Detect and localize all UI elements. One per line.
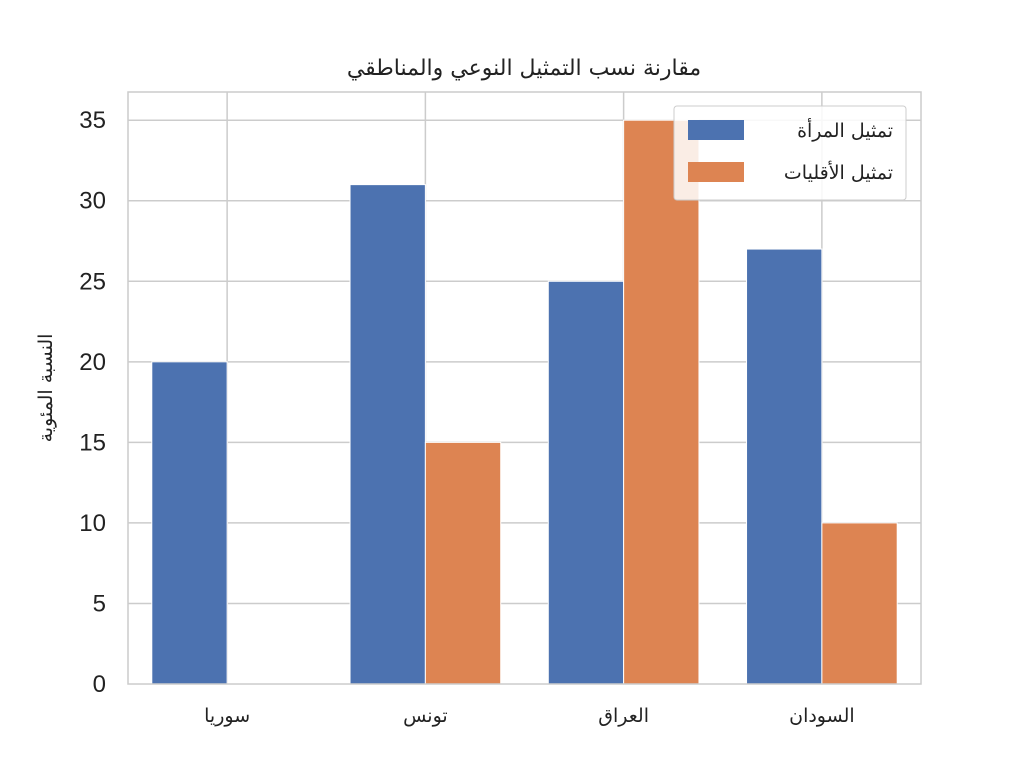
x-tick-label: السودان (789, 705, 855, 727)
x-axis-ticks: سوريا تونس العراق السودان (204, 705, 855, 727)
x-tick-label: العراق (598, 705, 649, 727)
y-tick-label: 5 (93, 590, 106, 617)
bar-minorities (821, 522, 898, 685)
y-axis-label: النسبة المئوية (35, 334, 57, 443)
bar-women (151, 361, 228, 685)
legend-label-minorities: تمثيل الأقليات (784, 161, 893, 184)
y-axis-ticks: 0 5 10 15 20 25 30 35 (79, 107, 106, 698)
y-tick-label: 25 (79, 268, 106, 295)
y-tick-label: 10 (79, 510, 106, 537)
chart-title: مقارنة نسب التمثيل النوعي والمناطقي (347, 56, 701, 81)
legend: تمثيل المرأة تمثيل الأقليات (673, 105, 907, 201)
y-tick-label: 30 (79, 188, 106, 215)
bars (151, 119, 898, 685)
y-tick-label: 20 (79, 349, 106, 376)
bar-minorities (424, 441, 502, 685)
legend-swatch-women (688, 120, 744, 140)
bar-women (746, 248, 823, 685)
legend-swatch-minorities (688, 162, 744, 182)
plot-frame (127, 91, 922, 685)
y-tick-label: 0 (93, 671, 106, 698)
bar-minorities (623, 119, 700, 685)
bar-women (547, 280, 625, 685)
x-tick-label: تونس (403, 705, 448, 727)
legend-label-women: تمثيل المرأة (797, 118, 893, 142)
bar-women (349, 184, 426, 685)
y-tick-label: 35 (79, 107, 106, 134)
x-tick-label: سوريا (204, 705, 250, 727)
y-tick-label: 15 (79, 429, 106, 456)
